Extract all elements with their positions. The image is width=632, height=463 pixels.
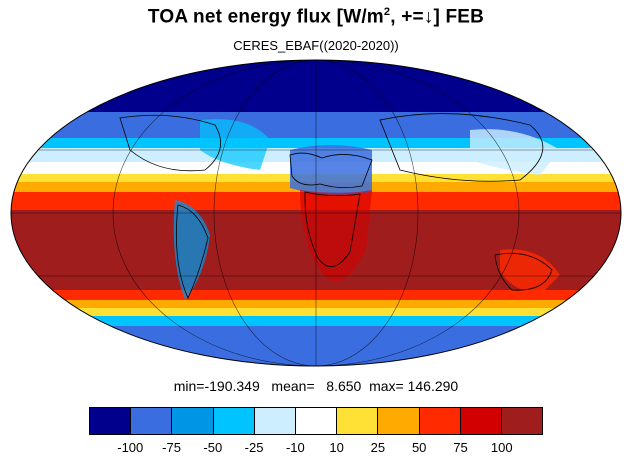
colorbar-tick-label: 75 [453,440,468,455]
colorbar [89,407,543,435]
colorbar-segment [501,408,543,434]
colorbar-tick-label: 10 [329,440,344,455]
colorbar-tick-label: 100 [490,440,513,455]
colorbar-tick-label: -100 [117,440,144,455]
colorbar-segment [131,408,173,434]
colorbar-tick-label: -25 [244,440,264,455]
colorbar-segment [254,408,296,434]
colorbar-tick-label: -10 [285,440,305,455]
colorbar-segment [172,408,214,434]
colorbar-segment [213,408,255,434]
colorbar-tick-label: -75 [162,440,181,455]
colorbar-tick-label: 50 [411,440,427,455]
statistics-line: min=-190.349 mean= 8.650 max= 146.290 [173,378,459,394]
colorbar-tick-label: 25 [370,440,386,455]
colorbar-segment [460,408,502,434]
colorbar-segment [295,408,338,434]
map-title: TOA net energy flux [W/m2, +=↓] FEB [147,6,485,28]
colorbar-segment [419,408,461,434]
colorbar-segment [337,408,379,434]
map-subtitle: CERES_EBAF((2020-2020)) [233,38,399,53]
colorbar-segment [378,408,420,434]
colorbar-tick-label: -50 [203,440,223,455]
flux-bands [11,60,621,366]
colorbar-segment [90,408,132,434]
